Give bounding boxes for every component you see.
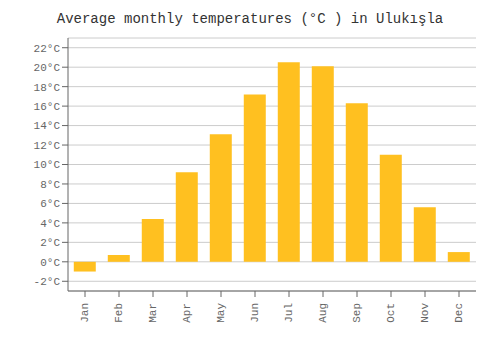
svg-text:6°C: 6°C	[40, 198, 60, 210]
svg-text:16°C: 16°C	[34, 101, 61, 113]
svg-text:Nov: Nov	[419, 303, 431, 323]
svg-text:Apr: Apr	[181, 303, 193, 323]
svg-text:12°C: 12°C	[34, 140, 61, 152]
svg-text:-2°C: -2°C	[34, 276, 61, 288]
svg-text:18°C: 18°C	[34, 82, 61, 94]
svg-text:0°C: 0°C	[40, 257, 60, 269]
svg-text:Mar: Mar	[147, 303, 159, 323]
svg-text:Dec: Dec	[453, 303, 465, 323]
svg-text:Sep: Sep	[351, 303, 363, 323]
svg-text:Jun: Jun	[249, 303, 261, 323]
html-text:Average monthly temperatures (: Average monthly temperatures (°C ) in Ul…	[56, 11, 444, 27]
svg-text:Feb: Feb	[113, 303, 125, 323]
svg-text:Jan: Jan	[79, 303, 91, 323]
svg-text:Oct: Oct	[385, 303, 397, 323]
svg-text:22°C: 22°C	[34, 43, 61, 55]
svg-text:10°C: 10°C	[34, 159, 61, 171]
svg-text:14°C: 14°C	[34, 120, 61, 132]
svg-text:May: May	[215, 303, 227, 323]
svg-text:Jul: Jul	[283, 303, 295, 323]
svg-text:20°C: 20°C	[34, 62, 61, 74]
svg-text:8°C: 8°C	[40, 179, 60, 191]
svg-text:2°C: 2°C	[40, 237, 60, 249]
svg-text:4°C: 4°C	[40, 218, 60, 230]
svg-text:Aug: Aug	[317, 303, 329, 323]
